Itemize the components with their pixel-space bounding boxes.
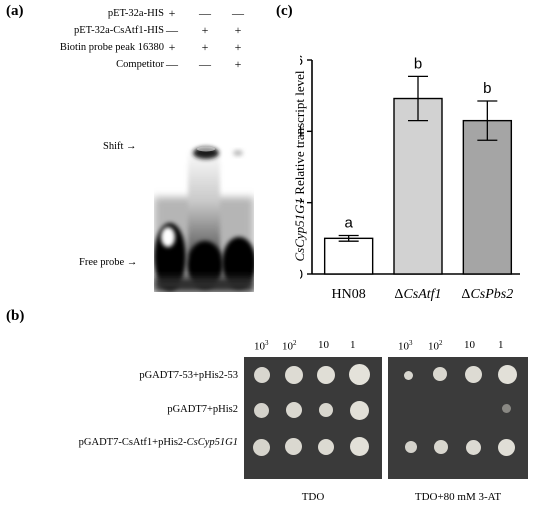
yeast-colony <box>318 439 334 455</box>
yeast-colony <box>498 439 515 456</box>
shift-marker-label: Shift <box>103 141 124 152</box>
dilution-label: 1 <box>498 339 504 351</box>
dilution-label: 102 <box>428 339 443 353</box>
yeast-colony <box>317 366 335 384</box>
plate-caption-tdo: TDO <box>301 491 325 503</box>
yeast-row-label-1: pGADT7-53+pHis2-53 <box>139 370 238 381</box>
yeast-colony <box>350 401 369 420</box>
shift-marker: Shift → <box>103 141 137 152</box>
dilution-label: 10 <box>318 339 329 351</box>
emsa-gel-image <box>154 77 254 292</box>
yeast-plate-tdo-3at <box>388 357 528 479</box>
yeast-colony <box>502 404 511 413</box>
emsa-row-label-3: Biotin probe peak 16380 <box>59 42 164 53</box>
bar-chart: 0 2 4 6 a HN08 b ΔCsAtf1 b ΔCsPbs2 <box>300 52 520 302</box>
free-probe-marker: Free probe → <box>79 257 137 268</box>
yeast-colony <box>350 437 369 456</box>
emsa-sign: — <box>232 6 244 20</box>
yeast-colony <box>319 403 333 417</box>
emsa-sign: + <box>234 57 242 71</box>
yeast-colony <box>286 402 302 418</box>
yeast-row-label-2: pGADT7+pHis2 <box>167 404 238 415</box>
panel-label-c: (c) <box>276 3 293 19</box>
y-tick-label: 4 <box>300 123 303 139</box>
emsa-sign: + <box>168 6 176 20</box>
free-probe-marker-label: Free probe <box>79 257 125 268</box>
yeast-colony <box>285 366 303 384</box>
yeast-row-label-3: pGADT7-CsAtf1+pHis2-CsCyp51G1 <box>78 437 238 448</box>
emsa-sign: + <box>234 23 242 37</box>
panel-label-b: (b) <box>6 308 25 324</box>
arrow-right-icon: → <box>126 257 138 268</box>
dilution-label: 102 <box>282 339 297 353</box>
yeast-colony <box>349 364 370 385</box>
emsa-sign: — <box>199 6 211 20</box>
significance-label: b <box>483 80 491 97</box>
emsa-row-label-2: pET-32a-CsAtf1-HIS <box>73 25 164 36</box>
yeast-colony <box>254 367 270 383</box>
dilution-label: 103 <box>398 339 413 353</box>
bar <box>393 97 443 275</box>
yeast-colony <box>433 367 447 381</box>
yeast-colony <box>466 440 481 455</box>
dilution-label: 1 <box>350 339 356 351</box>
emsa-sign: + <box>201 23 209 37</box>
significance-label: b <box>414 55 422 72</box>
yeast-colony <box>434 440 448 454</box>
yeast-plate-tdo <box>244 357 382 479</box>
emsa-sign: — <box>199 57 211 71</box>
yeast-colony <box>285 438 302 455</box>
dilution-label: 10 <box>464 339 475 351</box>
emsa-sign: + <box>168 40 176 54</box>
emsa-sign: + <box>234 40 242 54</box>
category-label: ΔCsAtf1 <box>394 287 441 302</box>
category-label: ΔCsPbs2 <box>461 287 513 302</box>
emsa-row-label-1: pET-32a-HIS <box>107 8 164 19</box>
emsa-sign: — <box>166 23 178 37</box>
y-tick-label: 6 <box>300 52 303 68</box>
panel-label-a: (a) <box>6 3 24 19</box>
yeast-colony <box>465 366 482 383</box>
emsa-sign: + <box>201 40 209 54</box>
significance-label: a <box>344 214 353 231</box>
bar <box>323 237 374 275</box>
yeast-colony <box>404 371 413 380</box>
yeast-colony <box>254 403 269 418</box>
plate-caption-tdo-3at: TDO+80 mM 3-AT <box>414 491 502 503</box>
emsa-row-label-4: Competitor <box>116 59 164 70</box>
yeast-colony <box>498 365 517 384</box>
bar <box>462 119 513 275</box>
y-tick-label: 0 <box>300 266 303 282</box>
dilution-label: 103 <box>254 339 269 353</box>
yeast-colony <box>405 441 417 453</box>
y-tick-label: 2 <box>300 195 303 211</box>
yeast-colony <box>253 439 270 456</box>
arrow-right-icon: → <box>126 141 137 152</box>
emsa-sign: — <box>166 57 178 71</box>
category-label: HN08 <box>332 287 366 302</box>
